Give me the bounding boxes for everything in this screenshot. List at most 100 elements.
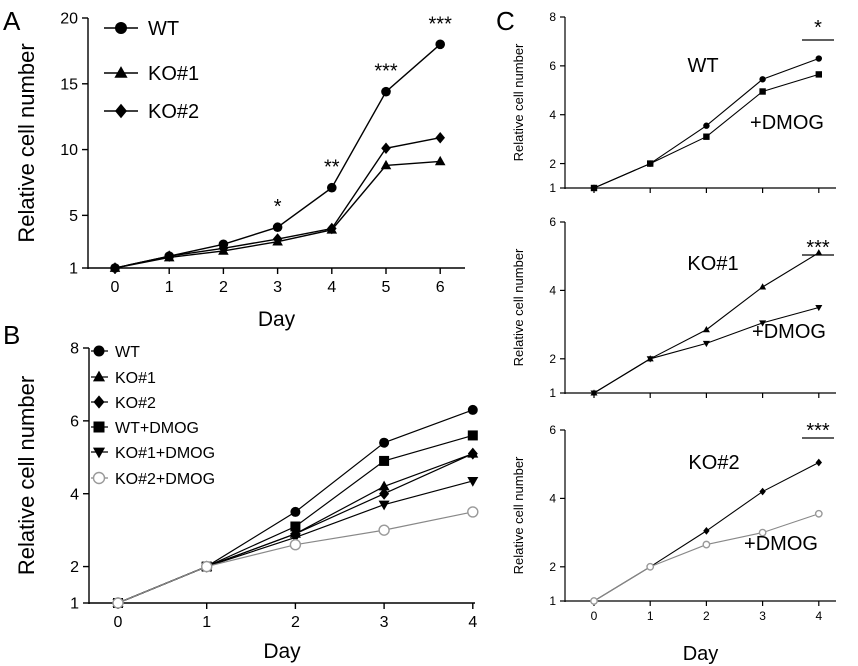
legend-label: WT+DMOG [115,420,199,437]
treatment-label: +DMOG [750,112,824,134]
x-tick-label: 4 [468,614,477,631]
x-tick-label: 4 [327,279,336,296]
data-point [590,184,598,192]
legend-marker [115,103,127,119]
y-tick-label: 4 [70,486,79,503]
y-tick-label: 6 [549,59,556,73]
x-tick-label: 1 [165,279,174,296]
y-axis-label: Relative cell number [511,43,526,161]
data-point [759,320,767,327]
panel-letter: C [496,6,515,36]
x-tick-label: 0 [114,614,123,631]
x-tick-label: 1 [202,614,211,631]
y-tick-label: 2 [549,157,556,171]
data-point [379,455,390,466]
legend-label: KO#2+DMOG [115,471,215,488]
data-point [759,487,766,496]
data-point [703,133,710,140]
data-point [379,487,390,500]
y-axis-label: Relative cell number [511,456,526,574]
y-tick-label: 2 [549,352,556,366]
significance-mark: *** [806,237,830,259]
data-point [815,249,823,256]
legend-label: KO#2 [115,395,156,412]
legend-label: KO#2 [148,101,199,123]
y-tick-label: 1 [549,181,556,195]
x-tick-label: 0 [591,609,598,623]
data-point [379,437,390,448]
legend-marker [92,447,106,459]
data-point [290,521,301,532]
y-tick-label: 20 [60,11,78,28]
group-label: WT [687,55,718,77]
y-tick-label: 1 [70,596,79,613]
y-tick-label: 2 [549,560,556,574]
data-point [646,562,655,571]
data-point [381,142,391,155]
data-point [590,597,598,605]
legend-label: KO#1+DMOG [115,445,215,462]
data-point [702,340,710,348]
x-axis-label: Day [258,308,296,331]
data-point [272,233,283,245]
data-point [272,222,283,233]
data-point [434,155,446,166]
data-point [467,430,478,441]
data-point [435,39,446,50]
x-tick-label: 2 [219,279,228,296]
x-tick-label: 3 [380,614,389,631]
x-tick-label: 5 [382,279,391,296]
data-point [164,250,174,262]
y-tick-label: 2 [70,559,79,576]
data-point [702,326,710,333]
data-point [467,447,478,460]
treatment-label: +DMOG [744,533,818,555]
x-axis-label: Day [263,640,301,663]
x-axis-label: Day [683,643,719,665]
panel-letter: B [3,320,20,350]
data-point [467,404,478,415]
x-tick-label: 0 [111,279,120,296]
data-point [467,476,479,487]
data-point [759,76,766,83]
legend-label: KO#1 [148,63,199,85]
data-point [378,524,390,536]
data-point [702,540,711,549]
x-tick-label: 3 [759,609,766,623]
data-point [200,560,213,573]
series-line [117,409,474,604]
data-point [815,458,822,467]
series-line [593,513,819,602]
y-tick-label: 8 [549,10,556,24]
x-tick-label: 2 [291,614,300,631]
legend-marker [115,22,127,34]
data-point [703,527,710,535]
significance-mark: *** [374,61,398,83]
legend-marker [114,66,128,78]
panel-letter: A [3,6,21,36]
y-axis-label: Relative cell number [14,43,39,242]
group-label: KO#2 [688,452,739,474]
y-tick-label: 1 [69,261,78,278]
data-point [112,597,124,609]
data-point [380,159,392,170]
x-tick-label: 2 [703,609,710,623]
legend-marker [93,421,105,433]
x-tick-label: 6 [436,279,445,296]
legend-marker [92,471,106,485]
y-tick-label: 6 [70,413,79,430]
data-point [289,533,301,544]
data-point [467,506,479,518]
y-axis-label: Relative cell number [511,248,526,366]
x-tick-label: 3 [273,279,282,296]
x-tick-label: 4 [815,609,822,623]
data-point [646,356,654,363]
significance-mark: *** [806,420,830,442]
data-point [814,509,823,518]
data-point [327,222,337,235]
y-tick-label: 10 [60,142,78,159]
treatment-label: +DMOG [752,321,826,343]
data-point [759,88,766,95]
significance-mark: ** [324,157,340,179]
